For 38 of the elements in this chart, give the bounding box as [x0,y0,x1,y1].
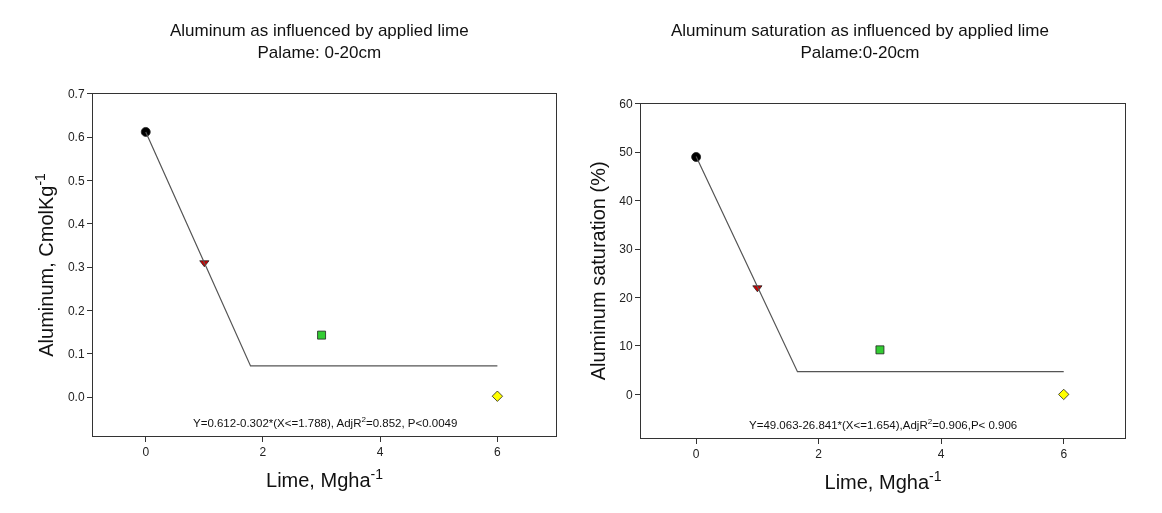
y-tick-label: 0.3 [67,260,85,275]
y-tick-label: 60 [619,96,633,111]
text: 0.0 [67,390,85,405]
x-tick-label: 4 [937,447,945,462]
y-tick-label: 40 [619,193,633,208]
x-tick-label: 0 [692,447,700,462]
y-tick-label: 0.4 [67,216,85,231]
y-tick-label: 0 [625,387,633,402]
y-tick-label: 0.2 [67,303,85,318]
chart-subtitle: Palame: 0-20cm [257,43,382,63]
annotation: Y=49.063-26.841*(X<=1.654),AdjR$^{2}$=0.906,P< 0.906 [749,417,1018,431]
y-tick-label: 0.7 [67,87,85,101]
chart-title: Aluminum as influenced by applied lime [170,21,469,40]
chart-title: Aluminum saturation as influenced by applied lime [671,21,1049,40]
y-tick-label: 10 [619,339,633,354]
x-tick-label: 6 [494,445,502,460]
point [691,152,702,162]
y-axis-title: Aluminum saturation (%) [586,161,609,381]
y-tick-label: 50 [619,145,633,160]
x-tick-label: 4 [376,445,384,460]
y-tick-label: 0.6 [67,130,85,145]
y-tick-label: 30 [619,242,633,257]
x-axis-title: Lime, Mgha$^{-1}$ [824,467,942,493]
point [317,330,326,340]
point [140,127,151,137]
y-tick-label: 0.5 [67,173,85,188]
point [491,390,503,402]
y-tick-label: 0.1 [67,346,85,361]
x-tick-label: 0 [142,445,150,460]
x-axis-title: Lime, Mgha$^{-1}$ [266,465,384,491]
point [875,345,885,355]
point [1058,388,1070,401]
x-tick-label: 6 [1060,447,1068,462]
annotation: Y=0.612-0.302*(X<=1.788), AdjR$^{2}$=0.852, P<0.0049 [193,415,458,429]
y-tick-label: 20 [619,290,633,305]
x-tick-label: 2 [259,445,267,460]
x-tick-label: 2 [815,447,823,462]
chart-subtitle: Palame:0-20cm [800,43,920,63]
